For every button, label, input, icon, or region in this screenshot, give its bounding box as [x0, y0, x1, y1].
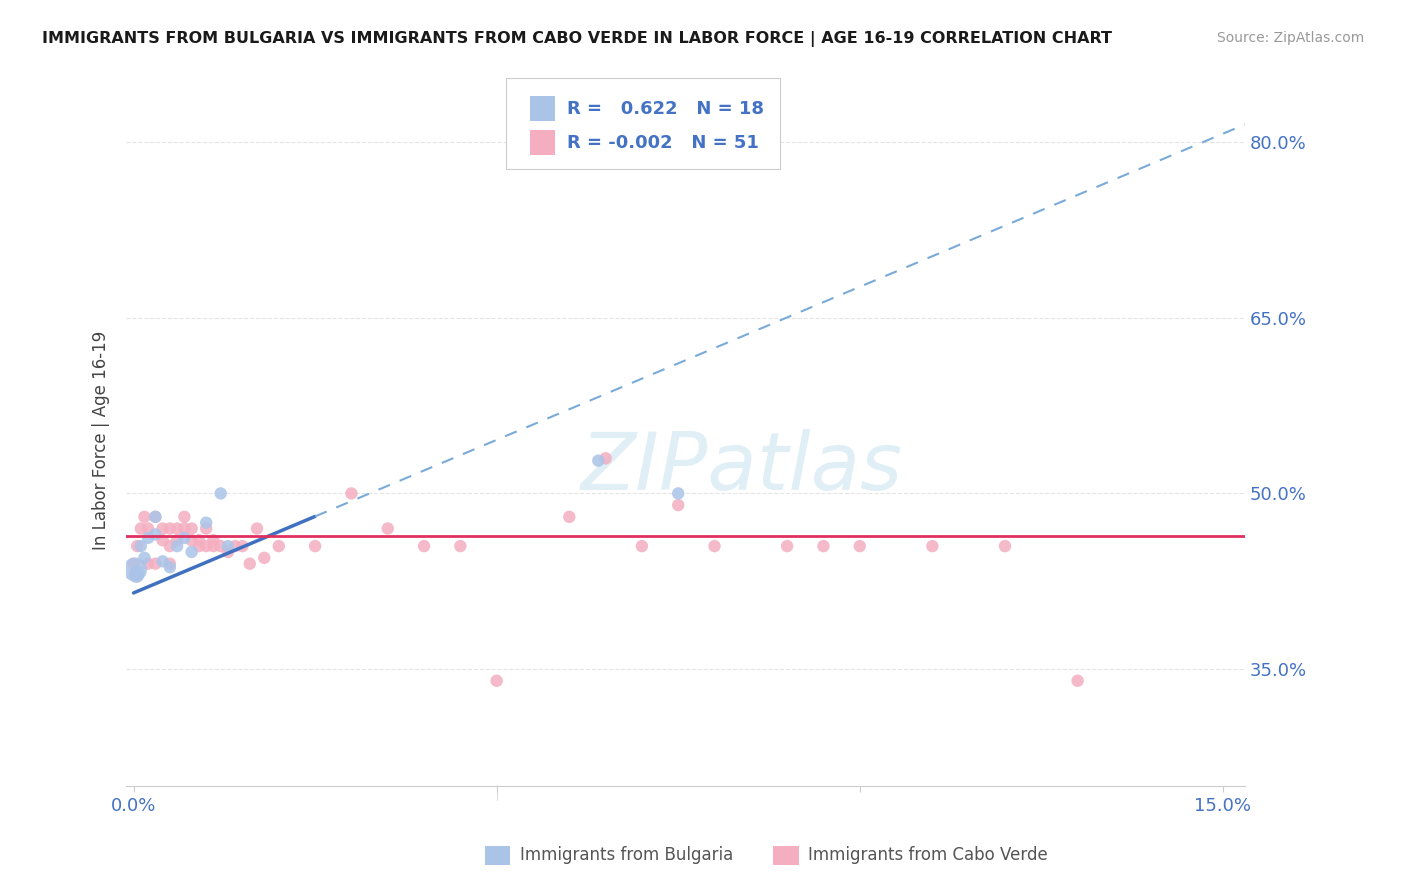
Point [304, 539, 326, 553]
Y-axis label: In Labor Force | Age 16-19: In Labor Force | Age 16-19 [93, 331, 110, 550]
Point [166, 533, 188, 548]
Point [449, 539, 471, 553]
Point [195, 516, 218, 530]
Point [124, 562, 146, 576]
Point [231, 539, 253, 553]
Point [143, 509, 166, 524]
Point [129, 522, 152, 536]
Point [166, 539, 188, 553]
Point [666, 486, 689, 500]
Point [180, 522, 202, 536]
Point [125, 568, 148, 582]
Point [136, 531, 159, 545]
Text: Immigrants from Cabo Verde: Immigrants from Cabo Verde [808, 847, 1049, 864]
Point [159, 539, 181, 553]
Point [485, 673, 508, 688]
Point [180, 533, 202, 548]
Point [666, 498, 689, 512]
Point [127, 539, 149, 553]
Text: ZIPatlas: ZIPatlas [581, 429, 903, 508]
Point [122, 557, 145, 571]
Point [143, 509, 166, 524]
Point [143, 527, 166, 541]
Point [776, 539, 799, 553]
Point [848, 539, 870, 553]
Point [136, 522, 159, 536]
Point [413, 539, 436, 553]
Point [217, 539, 239, 553]
Point [813, 539, 835, 553]
Point [239, 557, 262, 571]
Point [209, 539, 232, 553]
Point [159, 560, 181, 574]
Point [136, 557, 159, 571]
Point [152, 522, 174, 536]
Point [187, 533, 209, 548]
Point [159, 522, 181, 536]
Point [631, 539, 654, 553]
Point [202, 539, 225, 553]
Point [173, 531, 195, 545]
Point [217, 545, 239, 559]
Point [166, 522, 188, 536]
Point [994, 539, 1017, 553]
Point [267, 539, 290, 553]
Point [127, 566, 149, 580]
Point [143, 557, 166, 571]
Point [152, 554, 174, 568]
Point [129, 539, 152, 553]
Point [195, 522, 218, 536]
Point [224, 539, 246, 553]
Text: R =   0.622   N = 18: R = 0.622 N = 18 [567, 100, 763, 118]
Point [703, 539, 725, 553]
Point [921, 539, 943, 553]
Text: IMMIGRANTS FROM BULGARIA VS IMMIGRANTS FROM CABO VERDE IN LABOR FORCE | AGE 16-1: IMMIGRANTS FROM BULGARIA VS IMMIGRANTS F… [42, 31, 1112, 47]
Text: Immigrants from Bulgaria: Immigrants from Bulgaria [520, 847, 734, 864]
Point [125, 568, 148, 582]
Point [152, 533, 174, 548]
Point [1066, 673, 1088, 688]
Point [253, 550, 276, 565]
Point [159, 557, 181, 571]
Point [173, 509, 195, 524]
Point [195, 539, 218, 553]
Point [134, 509, 156, 524]
Point [209, 486, 232, 500]
Point [202, 533, 225, 548]
Point [173, 522, 195, 536]
Point [588, 453, 610, 467]
Point [558, 509, 581, 524]
Point [377, 522, 399, 536]
Point [246, 522, 269, 536]
Point [595, 451, 617, 466]
Point [134, 550, 156, 565]
Point [187, 539, 209, 553]
Point [180, 545, 202, 559]
Text: R = -0.002   N = 51: R = -0.002 N = 51 [567, 134, 758, 152]
Text: Source: ZipAtlas.com: Source: ZipAtlas.com [1216, 31, 1364, 45]
Point [340, 486, 363, 500]
